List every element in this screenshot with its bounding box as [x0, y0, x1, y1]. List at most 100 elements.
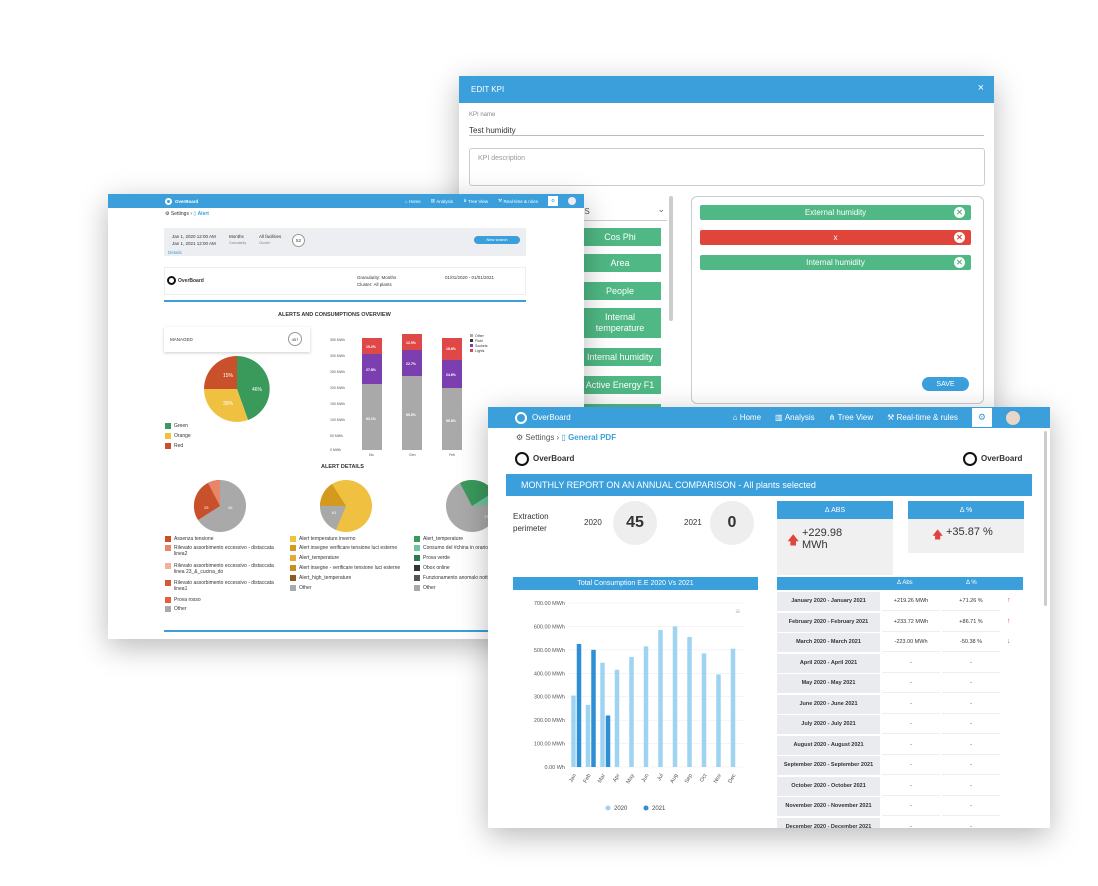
- row-label: April 2020 - April 2021: [777, 653, 880, 673]
- top-nav: OverBoard ⌂ Home ▥ Analysis ⋔ Tree View …: [108, 194, 584, 208]
- bar-2021: [591, 649, 596, 767]
- bar-2020: [600, 662, 605, 767]
- table-row: December 2020 - December 2021- -: [777, 817, 1023, 828]
- y-tick: 300.00 MWh: [534, 695, 565, 701]
- nav-home[interactable]: ⌂ Home: [404, 198, 421, 204]
- table-row: March 2020 - March 2021 -223.00 MWh -50.38…: [777, 633, 1023, 653]
- remove-icon[interactable]: ✕: [954, 257, 965, 268]
- kpi-button-active-energy-f1[interactable]: Active Energy F1: [579, 376, 661, 394]
- kpi-button-internal-humidity[interactable]: Internal humidity: [579, 348, 661, 366]
- y-tick: 350 MWh: [330, 338, 345, 342]
- delta-abs-card: Δ ABS 🡅 +229.98 MWh: [777, 501, 893, 575]
- managed-card: MANAGED 457: [164, 327, 310, 352]
- kpi-variables-list: ES ⌄ Cos Phi Area People Internal temper…: [579, 196, 675, 416]
- alert-details-pie-orange: 61: [319, 480, 372, 532]
- avatar[interactable]: [1006, 410, 1020, 425]
- kpi-button-people[interactable]: People: [579, 282, 661, 300]
- dialog-header: EDIT KPI ×: [459, 76, 994, 103]
- bar-purple: [442, 360, 462, 388]
- row-abs: -: [882, 797, 940, 816]
- save-button[interactable]: SAVE: [922, 377, 969, 391]
- pdf-icon: ▯: [561, 433, 566, 442]
- avatar[interactable]: [568, 197, 576, 205]
- kpi-description-input[interactable]: KPI description: [469, 148, 985, 186]
- nav-tree-view[interactable]: ⋔ Tree View: [828, 413, 874, 422]
- table-row: July 2020 - July 2021- -: [777, 715, 1023, 735]
- legend-item: Red: [165, 443, 183, 449]
- row-label: January 2020 - January 2021: [777, 592, 880, 611]
- row-pct: -: [942, 695, 1000, 714]
- row-abs: -: [882, 654, 940, 673]
- legend-item: 2021: [652, 806, 666, 812]
- home-icon: ⌂: [404, 198, 408, 204]
- row-abs: -: [882, 695, 940, 714]
- x-tick: Feb: [449, 453, 455, 457]
- breadcrumb-alert[interactable]: Alert: [197, 211, 209, 217]
- bar-gray: [442, 388, 462, 450]
- wrench-icon: ⚒: [887, 413, 895, 422]
- breadcrumb-settings[interactable]: Settings: [170, 211, 189, 217]
- delta-pct-card: Δ % 🡅 +35.87 %: [908, 501, 1024, 553]
- kpi-button-area[interactable]: Area: [579, 254, 661, 272]
- remove-icon[interactable]: ✕: [954, 207, 965, 218]
- settings-icon[interactable]: ⚙: [547, 196, 558, 206]
- consumption-bar-chart: 700.00 MWh 600.00 MWh 500.00 MWh 400.00 MWh…: [534, 601, 743, 812]
- variables-scrollbar[interactable]: [669, 196, 673, 321]
- extraction-label: Extraction perimeter: [513, 512, 549, 533]
- variables-select[interactable]: ES ⌄: [579, 203, 667, 221]
- pie-label: 39%: [223, 401, 234, 407]
- settings-icon[interactable]: ⚙: [971, 408, 992, 427]
- chip-external-humidity[interactable]: External humidity ✕: [700, 205, 971, 220]
- legend-item: Orange: [165, 433, 191, 439]
- bar-red: [402, 334, 422, 350]
- row-pct: -: [942, 674, 1000, 693]
- nav-real-time-rules[interactable]: ⚒ Real-time & rules: [887, 413, 958, 422]
- kpi-name-input[interactable]: Test humidity: [469, 120, 984, 136]
- chip-internal-humidity[interactable]: Internal humidity ✕: [700, 255, 971, 270]
- remove-icon[interactable]: ✕: [954, 232, 965, 243]
- legend-marker: [605, 805, 611, 811]
- breadcrumb-settings[interactable]: Settings: [525, 433, 555, 442]
- nav-real-time-rules[interactable]: ⚒ Real-time & rules: [498, 198, 538, 204]
- y-tick: 0.00 Wh: [545, 765, 565, 771]
- bar-2020: [687, 636, 692, 767]
- home-icon: ⌂: [732, 413, 738, 422]
- row-pct: -: [942, 797, 1000, 816]
- x-tick: May: [626, 773, 637, 785]
- overboard-logo-icon: [167, 276, 176, 285]
- row-label: March 2020 - March 2021: [777, 633, 880, 652]
- legend-item: Green: [165, 423, 188, 429]
- bar-label: 56.8%: [446, 419, 457, 423]
- report-header: OverBoard Granularity: Months Cluster: A…: [164, 267, 526, 295]
- chart-menu-icon[interactable]: ≡: [735, 607, 740, 616]
- chip-operator[interactable]: x ✕: [700, 230, 971, 245]
- new-search-button[interactable]: New search: [474, 236, 520, 244]
- nav-home[interactable]: ⌂ Home: [732, 413, 762, 422]
- bar-label: 10.2%: [366, 345, 377, 349]
- legend-item: Other: [475, 334, 485, 338]
- nav-analysis[interactable]: ▥ Analysis: [430, 198, 454, 204]
- page-scrollbar[interactable]: [1044, 431, 1047, 606]
- settings-gear-icon: ⚙: [165, 211, 170, 217]
- breadcrumb-general-pdf[interactable]: General PDF: [568, 433, 617, 442]
- kpi-button-internal-temperature[interactable]: Internal temperature: [579, 308, 661, 338]
- close-icon[interactable]: ×: [977, 82, 984, 94]
- table-row: June 2020 - June 2021- -: [777, 694, 1023, 715]
- y-tick: 100 MWh: [330, 418, 345, 422]
- nav-analysis[interactable]: ▥ Analysis: [775, 413, 815, 422]
- bar-2020: [571, 695, 576, 767]
- pie-label: 175: [484, 514, 491, 519]
- x-tick: Nov: [713, 773, 723, 785]
- row-abs: -: [882, 777, 940, 796]
- x-tick: Mar: [597, 773, 607, 784]
- nav-tree-view[interactable]: ⋔ Tree View: [463, 198, 489, 204]
- kpi-button-cos-phi[interactable]: Cos Phi: [579, 228, 661, 246]
- arrow-up-icon: ↑: [1007, 597, 1011, 604]
- alert-details-title: ALERT DETAILS: [321, 464, 364, 470]
- overboard-logo-icon: [963, 452, 977, 466]
- row-label: November 2020 - November 2021: [777, 797, 880, 816]
- details-link[interactable]: Details: [168, 250, 182, 255]
- delta-abs-value: +229.98 MWh: [802, 527, 843, 551]
- dialog-title: EDIT KPI: [471, 85, 505, 94]
- y-tick: 50 MWh: [330, 434, 343, 438]
